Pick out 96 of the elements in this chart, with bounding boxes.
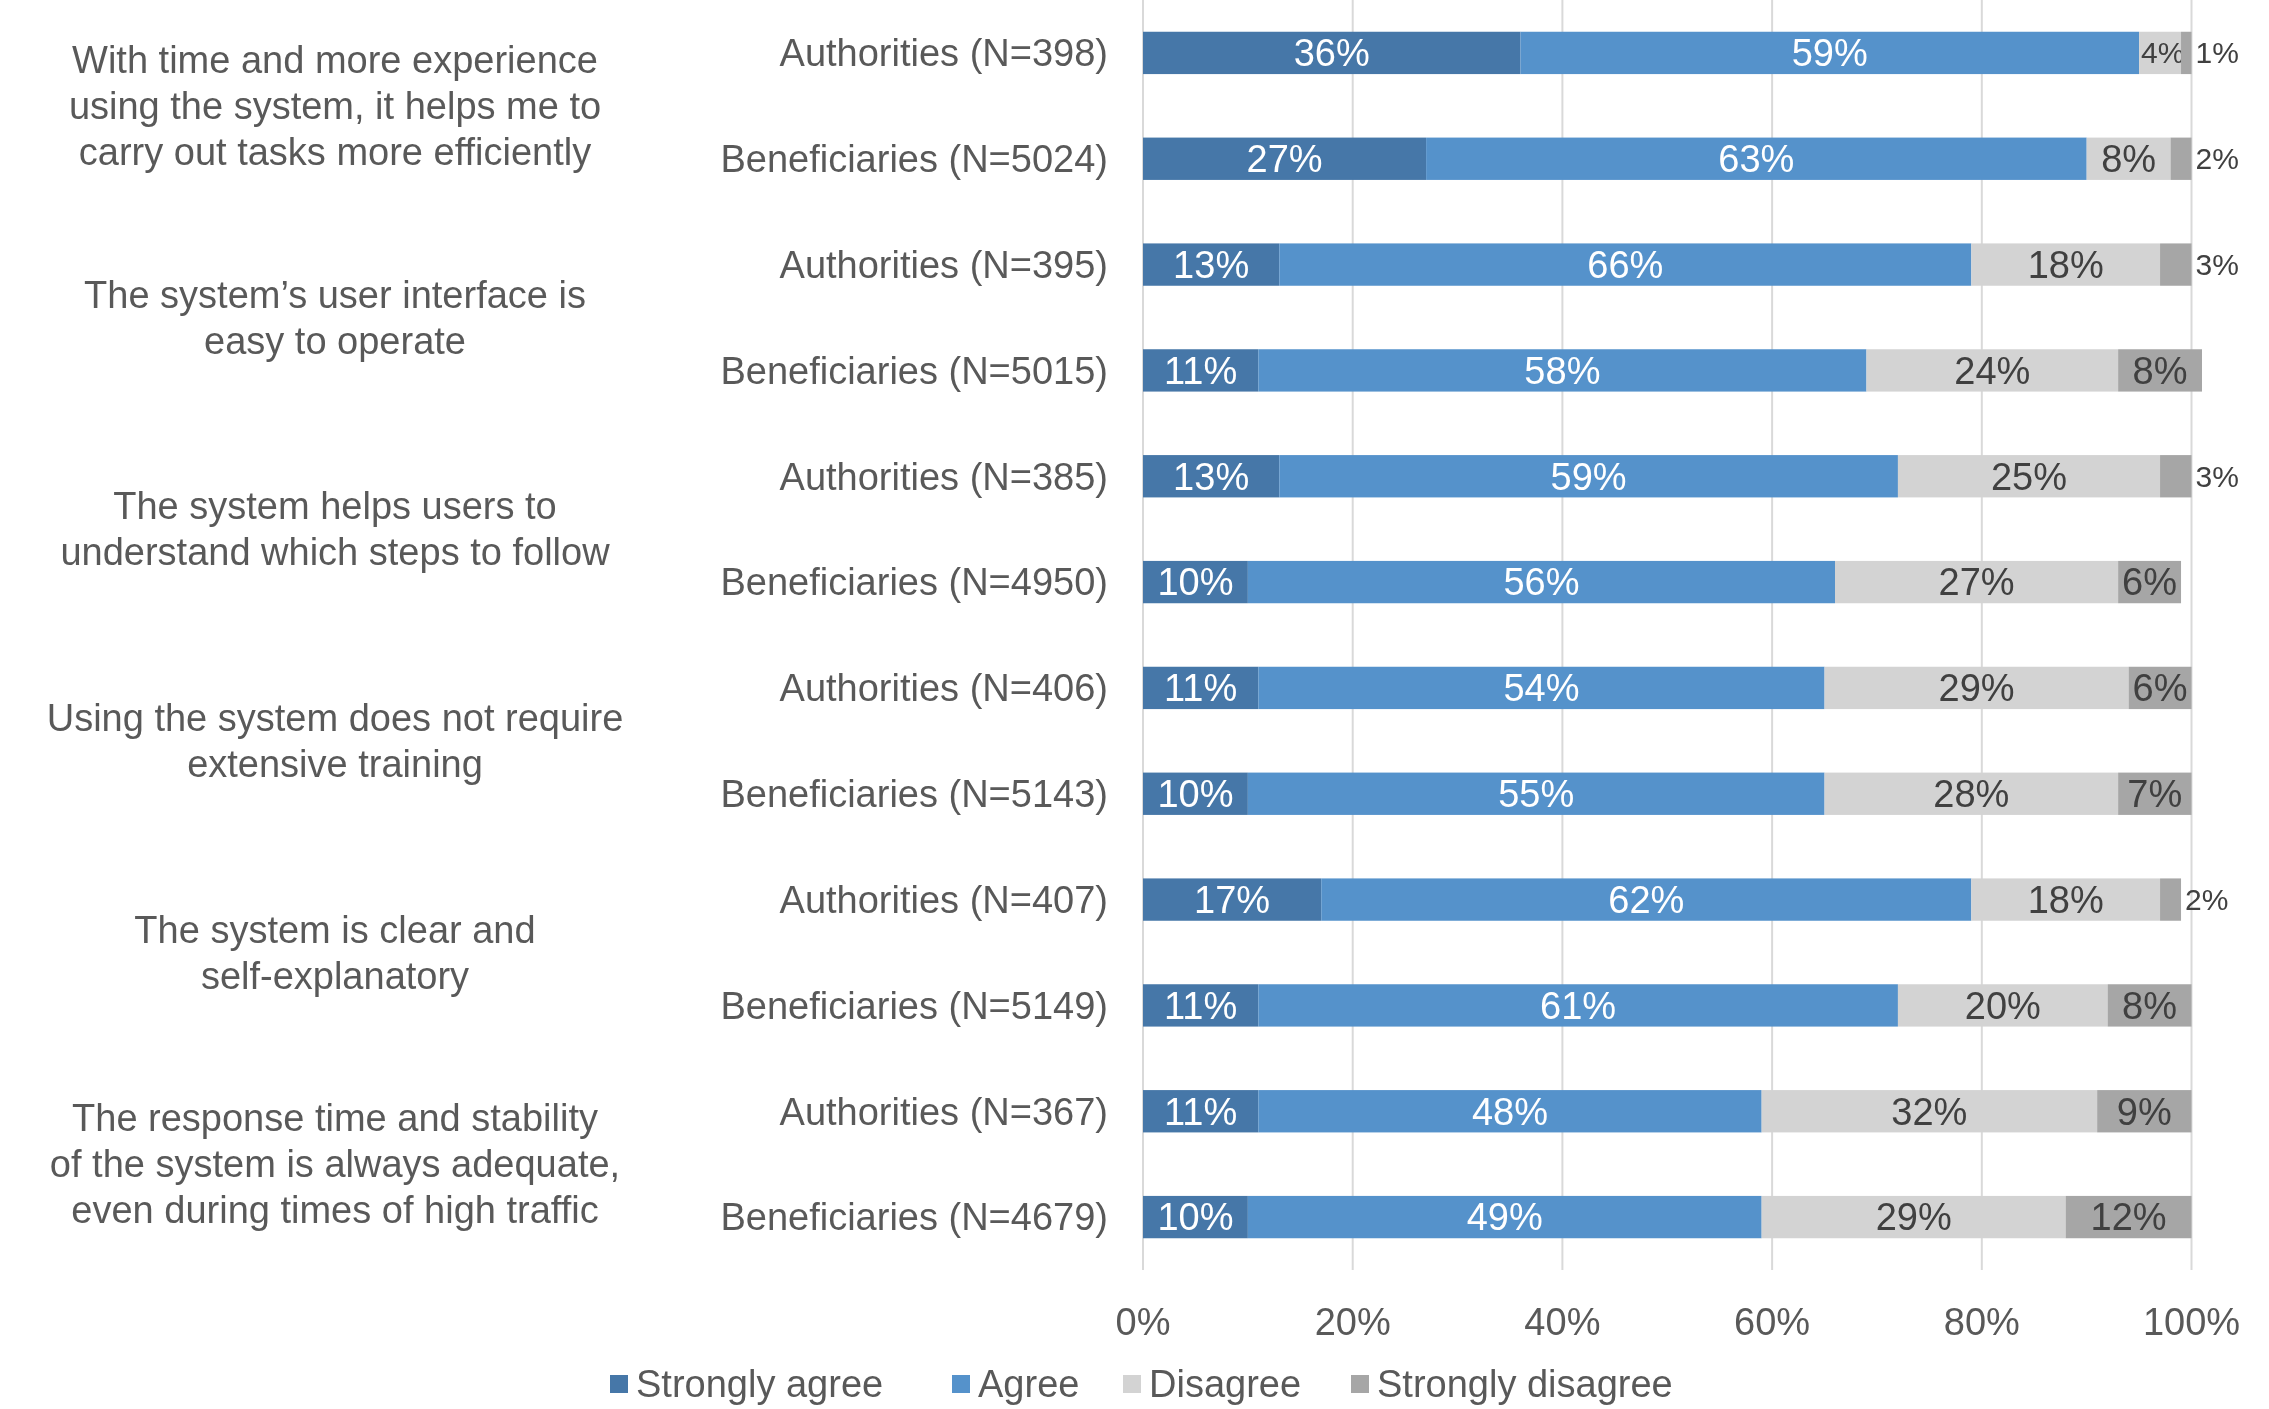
legend-label: Strongly disagree [1377, 1363, 1673, 1406]
y-tick-label: Authorities (N=367) [779, 1090, 1108, 1133]
data-label: 8% [2101, 138, 2157, 181]
bar [2160, 455, 2192, 498]
data-label: 11% [1164, 984, 1238, 1027]
data-label: 10% [1157, 1196, 1234, 1239]
bar [1520, 31, 2140, 75]
data-label: 56% [1503, 561, 1580, 604]
data-label: 61% [1540, 984, 1617, 1027]
bar [1247, 1195, 1762, 1239]
data-label: 2% [2185, 883, 2229, 917]
data-label: 48% [1471, 1090, 1549, 1133]
data-label: 10% [1157, 773, 1234, 816]
data-label: 17% [1194, 878, 1271, 921]
x-tick-label: 80% [1943, 1301, 2020, 1344]
data-label: 27% [1938, 561, 2015, 604]
data-label: 6% [2132, 667, 2188, 710]
y-tick-label: Authorities (N=385) [779, 455, 1108, 498]
data-label: 36% [1293, 32, 1370, 75]
bar [1321, 878, 1972, 921]
text: The response time and stability of the system is always adequate, even during times of high traffic [49, 1097, 621, 1232]
data-label: 49% [1466, 1196, 1543, 1239]
bar [2160, 243, 2192, 286]
y-tick-label: Beneficiaries (N=4950) [720, 561, 1108, 604]
data-label: 27% [1246, 138, 1323, 181]
bar [1279, 243, 1972, 286]
data-label: 18% [2027, 878, 2104, 921]
data-label: 11% [1164, 667, 1238, 710]
data-label: 62% [1608, 878, 1685, 921]
data-label: 6% [2122, 561, 2178, 604]
data-label: 24% [1954, 349, 2031, 392]
bar [2160, 878, 2182, 921]
bar [2181, 31, 2192, 75]
y-tick-label: Beneficiaries (N=5015) [720, 349, 1108, 392]
bar [1426, 137, 2087, 180]
data-label: 28% [1933, 773, 2010, 816]
x-tick-label: 100% [2142, 1301, 2241, 1344]
bar [1143, 31, 1521, 75]
data-label: 11% [1164, 349, 1238, 392]
data-label: 3% [2195, 248, 2239, 282]
x-tick-label: 60% [1734, 1301, 1811, 1344]
data-label: 10% [1157, 561, 1234, 604]
bar [1258, 666, 1825, 710]
data-label: 13% [1173, 243, 1250, 286]
data-label: 7% [2127, 773, 2183, 816]
data-label: 12% [2090, 1196, 2167, 1239]
data-label: 59% [1550, 455, 1627, 498]
data-label: 9% [2116, 1090, 2172, 1133]
x-tick-label: 40% [1524, 1301, 1601, 1344]
data-label: 20% [1964, 984, 2041, 1027]
data-label: 8% [2132, 349, 2188, 392]
data-label: 63% [1718, 138, 1795, 181]
data-label: 13% [1173, 455, 1250, 498]
data-label: 58% [1524, 349, 1601, 392]
data-label: 3% [2195, 459, 2239, 493]
bar [1258, 349, 1867, 392]
bar [1247, 772, 1825, 815]
y-tick-label: Authorities (N=407) [779, 878, 1108, 921]
y-tick-label: Authorities (N=406) [779, 667, 1108, 710]
data-label: 54% [1503, 667, 1580, 710]
legend-label: Strongly agree [636, 1363, 884, 1406]
data-label: 29% [1875, 1196, 1952, 1239]
text: With time and more experience using the system, it helps me to carry out tasks more efficiently [68, 39, 602, 174]
data-label: 18% [2027, 243, 2104, 286]
x-tick-label: 20% [1314, 1301, 1391, 1344]
bar [1247, 560, 1836, 604]
text: The system’s user interface is easy to operate [84, 273, 586, 362]
bar [1258, 984, 1898, 1027]
bar [1258, 1090, 1762, 1133]
data-label: 55% [1498, 773, 1575, 816]
bar [1279, 455, 1898, 498]
y-tick-label: Beneficiaries (N=5024) [720, 138, 1108, 181]
data-label: 2% [2195, 142, 2239, 176]
text: The system is clear and self-explanatory [134, 908, 536, 997]
data-label: 59% [1791, 32, 1868, 75]
y-tick-label: Beneficiaries (N=4679) [720, 1196, 1108, 1239]
data-label: 32% [1891, 1090, 1968, 1133]
data-label: 66% [1587, 243, 1664, 286]
data-label: 4% [2141, 36, 2185, 70]
y-tick-label: Beneficiaries (N=5149) [720, 984, 1108, 1027]
text: The system helps users to understand which steps to follow [60, 485, 611, 574]
bar [1143, 878, 1322, 921]
data-label: 11% [1164, 1090, 1238, 1133]
x-tick-label: 0% [1115, 1301, 1171, 1344]
data-label: 1% [2195, 36, 2239, 70]
bar [1143, 137, 1427, 180]
data-label: 8% [2122, 984, 2178, 1027]
y-tick-label: Authorities (N=395) [779, 243, 1108, 286]
text: Using the system does not require extensive training [46, 697, 624, 786]
legend-label: Disagree [1149, 1363, 1302, 1406]
data-label: 25% [1990, 455, 2068, 498]
legend-label: Agree [978, 1363, 1080, 1406]
bar [2170, 137, 2192, 180]
y-tick-label: Beneficiaries (N=5143) [720, 773, 1108, 816]
y-tick-label: Authorities (N=398) [779, 32, 1108, 75]
data-label: 29% [1938, 667, 2015, 710]
